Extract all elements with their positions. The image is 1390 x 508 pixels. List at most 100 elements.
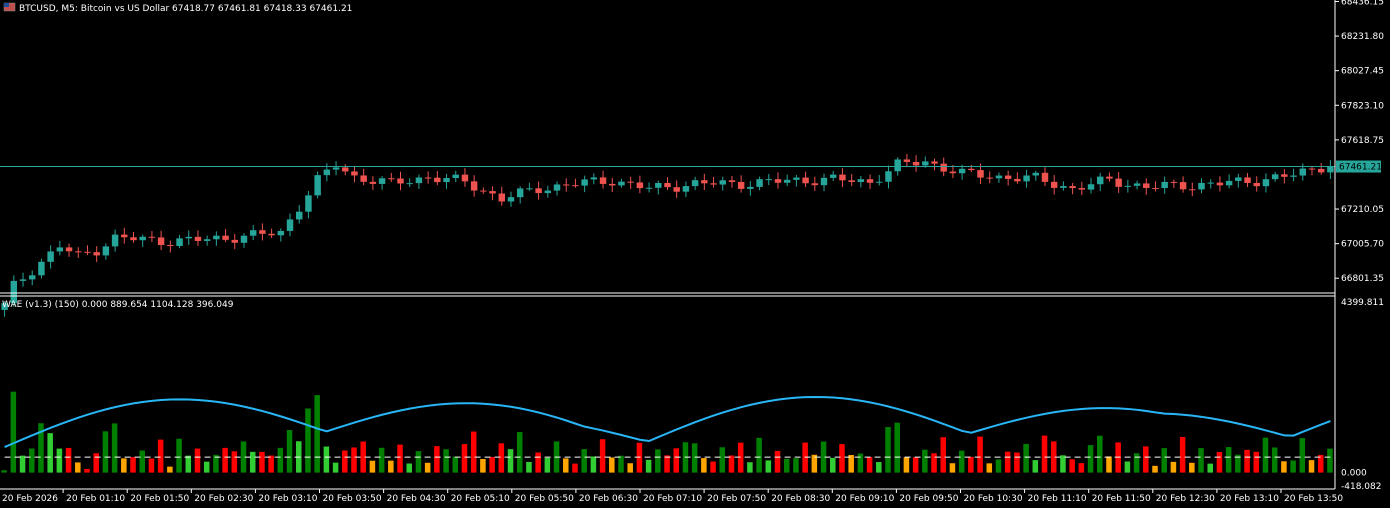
candle [1216,176,1224,192]
price-pane[interactable] [0,154,1335,317]
wae-histogram-bar [406,463,413,473]
candle-body [673,187,680,192]
wae-histogram-bar [507,449,514,473]
candle-body [286,219,294,231]
candle [268,228,275,238]
candle-body [185,236,192,239]
candle [710,176,717,188]
candle [572,178,579,188]
wae-histogram-bar [1198,448,1204,473]
wae-histogram-bar [526,461,532,473]
candle-body [102,246,110,256]
price-tick-label: 66801.35 [1341,274,1384,284]
candle [857,175,865,188]
candle [424,171,432,184]
candle [480,187,487,194]
candle [1078,181,1086,196]
time-axis: 20 Feb 2026 20 Feb 01:10 20 Feb 01:50 20 Fe… [0,488,1343,504]
candle [498,186,505,206]
candle [553,181,561,196]
candle [434,171,441,186]
wae-histogram-bar [1032,460,1039,473]
candle [627,176,634,189]
wae-histogram-bar [894,422,900,473]
candle-body [424,177,432,179]
candle-body [1317,168,1325,173]
wae-histogram-bar [774,450,781,473]
wae-histogram-bar [885,427,891,473]
candle-body [1069,186,1076,189]
wae-histogram-bar [830,457,836,473]
candle-body [148,236,156,238]
wae-tick-label: -418.082 [1341,482,1381,492]
wae-histogram-bar [231,451,238,473]
wae-histogram-bar [452,456,459,473]
wae-histogram-bar [1097,435,1103,473]
candle [1207,179,1214,189]
wae-indicator-pane[interactable] [1,391,1333,473]
candle [139,234,146,247]
wae-histogram-bar [747,462,753,473]
price-axis: 67461.21 68436.15 68231.80 68027.45 67823.10… [1334,0,1384,492]
candle [1244,173,1251,188]
candle [286,213,294,237]
candle [1014,172,1021,184]
candle-body [1327,166,1334,173]
price-tick-label: 67823.10 [1341,101,1384,111]
candle [848,174,855,187]
candle [811,176,819,191]
wae-histogram-bar [1262,437,1269,473]
candle [516,186,524,204]
candle-body [249,230,257,236]
wae-histogram-bar [378,447,385,473]
wae-histogram-bar [737,442,744,473]
candle-body [489,191,496,194]
candle [203,235,211,246]
candle [240,233,248,248]
candle-body [1179,182,1187,190]
candle-body [747,186,754,189]
candle-body [1004,175,1012,179]
wae-histogram-bar [1041,435,1048,473]
candle-body [535,188,542,194]
wae-histogram-bar [1106,456,1112,473]
wae-histogram-bar [820,441,827,473]
candle [968,164,975,173]
candle [342,164,349,176]
wae-histogram-bar [1327,448,1333,473]
time-tick-label: 20 Feb 2026 [2,494,58,504]
wae-histogram-bar [434,446,440,473]
candle-body [1115,178,1122,187]
wae-histogram-bar [765,460,772,473]
candle-body [84,251,91,253]
candle [931,158,938,171]
time-tick-label: 20 Feb 13:10 [1220,494,1279,504]
wae-histogram-bar [958,450,965,473]
candle-body [977,170,984,178]
candle [728,175,736,188]
wae-histogram-bar [38,423,44,473]
candle [1290,168,1297,182]
candle-body [1124,185,1132,187]
wae-tick-label: 4399.811 [1341,298,1384,308]
wae-histogram-bar [1189,462,1195,473]
candle [296,205,303,224]
candle [1170,179,1178,189]
candle [747,181,754,196]
candle [102,243,110,260]
candle [1299,163,1306,181]
candle [691,176,699,191]
wae-histogram-bar [139,450,146,473]
candle [314,171,321,199]
candle [332,161,340,176]
candle-body [1014,178,1021,182]
wae-histogram-bar [388,460,394,473]
time-tick-label: 20 Feb 03:50 [323,494,382,504]
flag-canton-icon [4,3,9,7]
candle [461,168,469,187]
time-tick-label: 20 Feb 11:10 [1028,494,1087,504]
candle-body [351,171,358,176]
wae-histogram-bar [1235,454,1241,473]
candle [19,272,27,287]
